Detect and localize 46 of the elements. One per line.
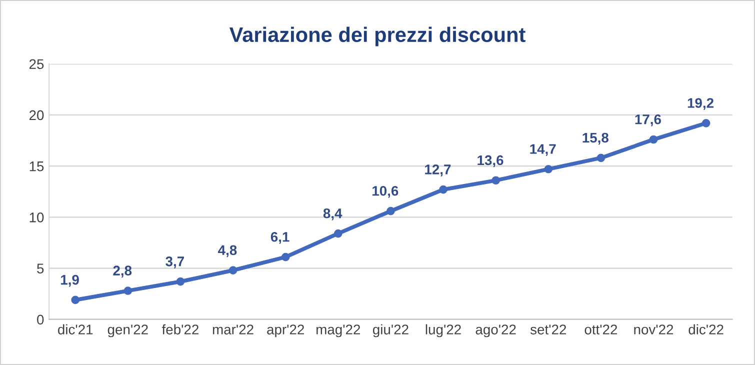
y-tick-label: 20 [29, 110, 44, 120]
point [124, 286, 132, 295]
point [544, 164, 553, 174]
x-tick-label: nov'22 [634, 324, 674, 334]
data-label: 17,6 [635, 114, 661, 126]
x-tick-label: mar'22 [212, 324, 254, 334]
point [334, 229, 342, 238]
point [649, 135, 658, 144]
data-label: 3,7 [166, 256, 184, 268]
x-tick-label: feb'22 [162, 324, 198, 334]
data-label: 8,4 [323, 208, 342, 220]
y-tick-label: 25 [29, 59, 44, 70]
point [176, 277, 185, 286]
data-label: 1,9 [61, 274, 79, 287]
point [228, 266, 238, 274]
y-tick-label: 5 [37, 264, 44, 274]
data-label: 15,8 [582, 132, 608, 145]
data-label: 10,6 [372, 186, 398, 198]
x-tick-label: giu'22 [372, 324, 408, 338]
x-tick-label: ott'22 [584, 324, 618, 334]
point [702, 118, 710, 128]
point [492, 176, 500, 185]
x-tick-label: lug'22 [426, 324, 461, 338]
y-tick-label: 0 [37, 314, 44, 325]
y-tick-label: 15 [30, 162, 44, 172]
data-label: 12,7 [425, 164, 451, 176]
x-tick-label: set'22 [530, 324, 566, 334]
point [386, 206, 395, 216]
x-tick-label: dic'21 [58, 324, 93, 334]
x-tick-label: gen'22 [108, 324, 148, 338]
data-label: 4,8 [218, 245, 237, 258]
x-tick-label: dic'22 [688, 324, 724, 334]
data-label: 14,7 [530, 144, 556, 156]
data-label: 6,1 [270, 232, 290, 244]
data-label: 2,8 [113, 266, 132, 278]
point [596, 154, 606, 162]
point [439, 185, 448, 194]
data-label: 13,6 [478, 155, 504, 168]
y-tick-label: 10 [30, 212, 44, 222]
x-tick-label: ago'22 [476, 324, 516, 338]
x-tick-label: mag'22 [316, 324, 360, 338]
data-label: 19,2 [688, 98, 714, 110]
point [71, 296, 80, 304]
point [281, 252, 290, 262]
chart-title: Variazione dei prezzi discount [229, 26, 526, 46]
x-tick-label: apr'22 [267, 324, 304, 338]
